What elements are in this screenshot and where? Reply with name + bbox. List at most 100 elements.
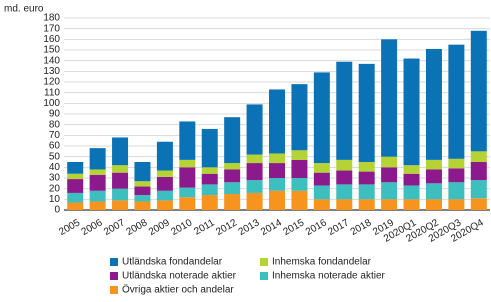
bar-segment [358,162,375,172]
bar-segment [269,190,285,210]
bar-segment [156,176,173,191]
bar-segment [112,188,129,201]
bar-segment [425,159,442,170]
bar-segment [269,89,285,154]
bar-segment [313,172,330,186]
legend-swatch [110,258,118,266]
y-axis-label: md. euro [4,4,44,15]
bar-segment [134,186,151,196]
bar-segment [179,167,196,188]
x-tick-label: 2014 [259,217,284,238]
bar-segment [89,201,106,210]
bar-segment [358,171,375,185]
bar-segment [291,150,308,160]
bar-segment [381,39,398,157]
legend-swatch [260,272,268,280]
bar-segment [269,153,285,164]
bar-segment [67,173,84,180]
bar-segment [112,172,129,189]
bar-segment [67,179,84,193]
bar-segment [224,163,241,170]
bar-segment [201,184,218,196]
bar-segment [470,198,487,210]
bar-segment [470,180,487,199]
bar-segment [313,72,330,164]
x-tick-label: 2013 [237,217,262,238]
x-tick-label: 2009 [147,217,172,238]
bar-segment [224,117,241,164]
legend-label: Utländska noterade aktier [122,271,237,282]
bar-segment [381,167,398,183]
bar-segment [403,165,420,174]
x-tick-label: 2005 [57,217,82,238]
bar-segment [291,159,308,178]
bar-segment [291,178,308,191]
bar-segment [448,182,465,200]
bar-segment [291,190,308,210]
bar-segment [89,190,106,202]
y-tick-label: 0 [54,205,60,216]
x-tick-label: 2008 [125,217,150,238]
bar-segment [358,184,375,200]
bar-segment [313,199,330,210]
legend-label: Inhemska fondandelar [272,257,372,268]
bar-segment [448,44,465,159]
x-tick-label: 2011 [192,217,217,237]
y-tick-label: 150 [43,45,60,56]
bar-segment [89,148,106,170]
bar-segment [224,169,241,183]
bar-segment [134,162,151,182]
y-tick-label: 90 [49,109,61,120]
bar-segment [336,184,353,200]
y-tick-label: 50 [49,151,61,162]
bar-segment [425,48,442,160]
bar-segment [425,199,442,210]
bar-segment [448,168,465,183]
bar-segment [156,200,173,210]
bar-segment [381,199,398,210]
y-tick-label: 110 [44,87,60,98]
bar-segment [246,163,263,181]
bar-segment [179,197,196,210]
bar-segment [246,154,263,164]
y-tick-label: 170 [43,23,60,34]
x-tick-label: 2010 [169,217,194,238]
bar-segment [381,156,398,168]
bar-segment [425,169,442,184]
y-tick-label: 30 [49,173,61,184]
bar-segment [403,185,420,200]
bar-segment [201,167,218,174]
bar-segment [89,169,106,175]
bar-segment [470,30,487,152]
bar-segment [336,61,353,160]
x-tick-label: 2007 [102,217,127,238]
x-tick-label: 2015 [281,217,306,238]
legend-label: Utländska fondandelar [122,257,223,268]
legend-swatch [110,286,118,294]
y-tick-label: 10 [49,194,61,205]
x-tick-label: 2017 [326,217,351,238]
bar-segment [269,163,285,178]
bar-segment [358,199,375,210]
bar-segment [425,183,442,200]
bar-segment [156,170,173,177]
bar-segment [448,158,465,169]
bar-segment [381,182,398,200]
bar-segment [246,104,263,155]
x-tick-label: 2012 [214,217,239,238]
y-tick-label: 60 [49,141,61,152]
x-tick-label: 2018 [349,217,374,238]
bar-segment [336,159,353,171]
bar-segment [358,63,375,162]
bar-segment [179,187,196,198]
y-tick-label: 80 [49,119,61,130]
bar-segment [403,199,420,210]
bar-segment [403,173,420,186]
bar-segment [89,174,106,191]
legend-swatch [110,272,118,280]
bar-segment [224,182,241,194]
bar-segment [179,121,196,160]
bar-segment [336,199,353,210]
bar-segment [201,195,218,210]
